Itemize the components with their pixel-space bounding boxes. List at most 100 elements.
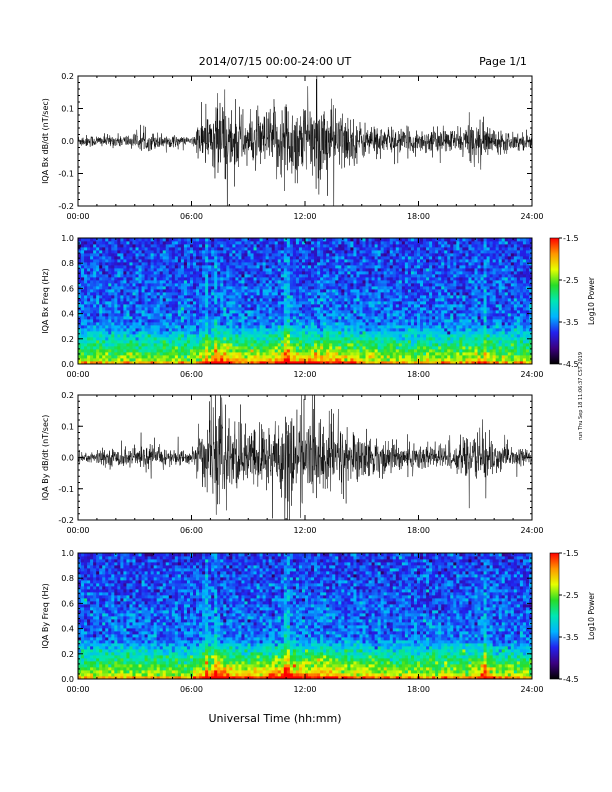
spectrogram-cell (189, 310, 194, 314)
spectrogram-cell (105, 265, 109, 269)
spectrogram-cell (199, 307, 203, 311)
spectrogram-cell (123, 343, 127, 347)
spectrogram-cell (326, 292, 330, 296)
spectrogram-cell (117, 265, 121, 269)
spectrogram-cell (253, 331, 257, 335)
spectrogram-cell (223, 250, 227, 254)
spectrogram-cell (208, 340, 212, 344)
spectrogram-cell (392, 298, 397, 302)
spectrogram-cell (247, 244, 251, 248)
spectrogram-cell (99, 292, 103, 296)
spectrogram-cell (277, 298, 282, 302)
spectrogram-cell (247, 331, 251, 335)
spectrogram-cell (280, 331, 285, 335)
spectrogram-cell (410, 256, 415, 260)
spectrogram-cell (259, 277, 264, 281)
spectrogram-cell (362, 244, 366, 248)
spectrogram-cell (223, 274, 227, 278)
spectrogram-cell (420, 343, 424, 347)
spectrogram-cell (311, 250, 315, 254)
spectrogram-cell (268, 253, 273, 257)
spectrogram-cell (144, 289, 149, 293)
spectrogram-cell (138, 268, 142, 272)
spectrogram-cell (150, 262, 155, 266)
spectrogram-cell (277, 259, 282, 263)
spectrogram-cell (235, 241, 239, 245)
spectrogram-cell (123, 304, 127, 308)
spectrogram-cell (413, 349, 418, 353)
spectrogram-cell (317, 265, 321, 269)
spectrogram-cell (132, 340, 136, 344)
spectrogram-cell (223, 262, 227, 266)
spectrogram-cell (126, 250, 130, 254)
spectrogram-cell (323, 358, 327, 362)
spectrogram-cell (153, 319, 158, 323)
spectrogram-cell (371, 295, 376, 299)
spectrogram-cell (295, 304, 300, 308)
spectrogram-cell (220, 304, 224, 308)
spectrogram-cell (220, 253, 224, 257)
spectrogram-cell (129, 352, 133, 356)
spectrogram-cell (413, 298, 418, 302)
spectrogram-cell (138, 307, 142, 311)
spectrogram-cell (341, 262, 345, 266)
spectrogram-cell (223, 340, 227, 344)
spectrogram-cell (186, 346, 191, 350)
spectrogram-cell (135, 325, 139, 329)
spectrogram-cell (81, 310, 85, 314)
spectrogram-cell (332, 328, 336, 332)
spectrogram-cell (174, 340, 179, 344)
spectrogram-cell (220, 292, 224, 296)
spectrogram-cell (244, 355, 248, 359)
spectrogram-cell (347, 262, 351, 266)
spectrogram-cell (235, 292, 239, 296)
spectrogram-cell (117, 313, 121, 317)
spectrogram-cell (398, 355, 403, 359)
spectrogram-cell (311, 304, 315, 308)
spectrogram-cell (193, 280, 197, 284)
spectrogram-cell (202, 283, 206, 287)
spectrogram-cell (120, 346, 124, 350)
spectrogram-cell (229, 277, 233, 281)
spectrogram-cell (87, 361, 91, 365)
spectrogram-cell (196, 325, 200, 329)
spectrogram-cell (147, 280, 152, 284)
spectrogram-cell (413, 331, 418, 335)
spectrogram-cell (156, 271, 161, 275)
spectrogram-cell (320, 280, 324, 284)
spectrogram-cell (93, 271, 97, 275)
spectrogram-cell (389, 313, 394, 317)
spectrogram-cell (247, 265, 251, 269)
spectrogram-cell (114, 271, 118, 275)
spectrogram-cell (226, 313, 230, 317)
spectrogram-cell (271, 280, 276, 284)
spectrogram-cell (153, 304, 158, 308)
spectrogram-cell (150, 247, 155, 251)
spectrogram-cell (277, 334, 282, 338)
spectrogram-cell (135, 307, 139, 311)
spectrogram-cell (220, 313, 224, 317)
spectrogram-cell (350, 301, 354, 305)
spectrogram-cell (84, 256, 88, 260)
spectrogram-cell (365, 256, 369, 260)
spectrogram-cell (274, 310, 279, 314)
spectrogram-cell (259, 349, 264, 353)
spectrogram-cell (395, 274, 400, 278)
spectrogram-cell (159, 250, 164, 254)
spectrogram-cell (180, 238, 185, 242)
spectrogram-cell (395, 265, 400, 269)
spectrogram-cell (298, 253, 303, 257)
spectrogram-cell (220, 307, 224, 311)
spectrogram-cell (262, 277, 267, 281)
spectrogram-cell (274, 352, 279, 356)
spectrogram-cell (132, 307, 136, 311)
spectrogram-cell (289, 343, 294, 347)
spectrogram-cell (129, 256, 133, 260)
spectrogram-cell (413, 307, 418, 311)
spectrogram-cell (229, 319, 233, 323)
spectrogram-cell (183, 289, 188, 293)
spectrogram-cell (87, 349, 91, 353)
spectrogram-cell (132, 325, 136, 329)
spectrogram-cell (365, 322, 369, 326)
spectrogram-cell (196, 286, 200, 290)
